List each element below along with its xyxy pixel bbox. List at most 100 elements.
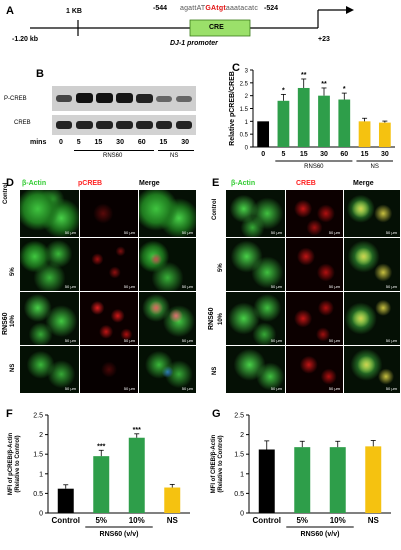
blot-lane: 30 <box>181 139 189 146</box>
blot-rns-bracket <box>74 150 154 151</box>
micro-e-row-ns: NS <box>212 366 218 375</box>
category-label: Control <box>253 516 281 525</box>
micro-d-header-actin: β-Actin <box>22 180 47 187</box>
bar <box>365 446 382 513</box>
x-axis-label: RNS60 (v/v) <box>301 531 340 538</box>
bar <box>294 447 311 513</box>
micro-e-5-creb: 50 μm <box>286 238 343 291</box>
micro-e-ns-creb: 50 μm <box>286 346 343 393</box>
micro-d-control-merge: 50 μm <box>139 190 196 237</box>
promoter-name: DJ-1 promoter <box>170 40 218 47</box>
category-label: 10% <box>330 516 346 525</box>
significance-label: * <box>343 86 346 93</box>
micro-e-10-creb: 50 μm <box>286 292 343 345</box>
micro-d-10-merge: 50 μm <box>139 292 196 345</box>
bar <box>257 121 270 147</box>
micro-e-row-control: Control <box>212 198 218 220</box>
micro-d-5-actin: 50 μm <box>20 238 79 291</box>
bar <box>338 99 351 147</box>
cre-left: -544 <box>153 5 168 12</box>
micro-e-ns-merge: 50 μm <box>344 346 400 393</box>
cre-sequence: agattATGAtgtaaatacatc <box>180 5 259 12</box>
panel-label-g: G <box>212 408 221 420</box>
category-label: 5% <box>296 516 308 525</box>
micro-e-row-5: 5% <box>218 263 224 272</box>
promoter-diagram <box>30 6 354 37</box>
micro-d-group-rns: RNS60 <box>2 312 9 335</box>
group-label: NS <box>371 164 379 170</box>
y-axis-label: MFI of pCREB/β-Actin(Relative to Control… <box>8 433 21 496</box>
micro-e-row-10: 10% <box>218 312 224 325</box>
micro-e-10-actin: 50 μm <box>226 292 285 345</box>
significance-label: ** <box>301 72 307 79</box>
bar <box>57 488 74 513</box>
y-tick-label: 0 <box>39 511 43 518</box>
significance-label: * <box>282 87 285 94</box>
panel-label-a: A <box>6 5 14 17</box>
cre-box-label: CRE <box>209 24 224 31</box>
micro-e-control-actin: 50 μm <box>226 190 285 237</box>
micro-d-control-actin: 50 μm <box>20 190 79 237</box>
bar <box>164 487 181 513</box>
micro-d-ns-merge: 50 μm <box>139 346 196 393</box>
y-tick-label: 1 <box>245 120 249 126</box>
blot-mins-label: mins <box>30 139 47 146</box>
y-tick-label: 0.5 <box>240 133 249 139</box>
y-axis-label: Relative pCREB/CREB <box>229 71 236 146</box>
significance-label: ** <box>321 81 327 88</box>
blot-creb <box>52 115 196 135</box>
category-label: 0 <box>261 151 265 158</box>
y-tick-label: 0 <box>240 511 244 518</box>
blot-lane: 60 <box>137 139 146 146</box>
micro-d-header-merge: Merge <box>139 180 160 187</box>
significance-label: *** <box>97 443 105 450</box>
bar <box>128 437 145 513</box>
bar <box>297 87 310 147</box>
significance-label: *** <box>133 427 141 434</box>
y-tick-label: 1 <box>240 471 244 478</box>
y-tick-label: 2.5 <box>234 413 244 420</box>
micro-d-row-5: 5% <box>10 267 16 276</box>
micro-d-ns-pcreb: 50 μm <box>80 346 138 393</box>
category-label: 15 <box>361 151 369 158</box>
blot-group-rns: RNS60 <box>103 153 123 159</box>
blot-row-pcreb: P-CREB <box>4 96 27 102</box>
blot-lane: 5 <box>76 139 81 146</box>
category-label: 60 <box>340 151 348 158</box>
panel-label-f: F <box>6 408 13 420</box>
bar <box>329 447 346 513</box>
category-label: NS <box>368 516 380 525</box>
micro-d-ns-actin: 50 μm <box>20 346 79 393</box>
y-tick-label: 2.5 <box>33 413 43 420</box>
cre-box <box>189 19 251 37</box>
panel-label-c: C <box>232 62 240 74</box>
promoter-end: +23 <box>318 36 330 43</box>
y-tick-label: 1.5 <box>240 107 249 113</box>
y-tick-label: 0 <box>245 146 249 152</box>
y-tick-label: 2 <box>39 432 43 439</box>
panel-label-d: D <box>6 177 14 189</box>
micro-e-control-merge: 50 μm <box>344 190 400 237</box>
group-label: RNS60 <box>304 164 324 170</box>
micro-e-5-actin: 50 μm <box>226 238 285 291</box>
blot-pcreb <box>52 86 196 111</box>
blot-group-ns: NS <box>170 153 179 159</box>
blot-lane: 15 <box>94 139 103 146</box>
y-axis-label: MFI of CREB/β-Actin(Relative to Control) <box>211 434 224 493</box>
micro-e-header-actin: β-Actin <box>231 180 256 187</box>
y-tick-label: 0.5 <box>234 491 244 498</box>
category-label: 10% <box>129 516 145 525</box>
blot-ns-bracket <box>158 150 194 151</box>
kb-label: 1 KB <box>66 8 82 15</box>
chart-g: 0 0.5 1 1.5 2 2.5 MFI of CREB/β-Actin(Relative… <box>211 413 391 538</box>
micro-d-control-pcreb: 50 μm <box>80 190 138 237</box>
category-label: Control <box>52 516 80 525</box>
micro-e-header-merge: Merge <box>353 180 374 187</box>
micro-e-header-creb: CREB <box>296 180 316 187</box>
blot-lane: 30 <box>116 139 124 146</box>
category-label: 30 <box>320 151 328 158</box>
category-label: 5 <box>281 151 285 158</box>
bar <box>258 449 275 513</box>
micro-d-header-pcreb: pCREB <box>78 180 103 187</box>
tss-arrowhead <box>346 6 354 14</box>
